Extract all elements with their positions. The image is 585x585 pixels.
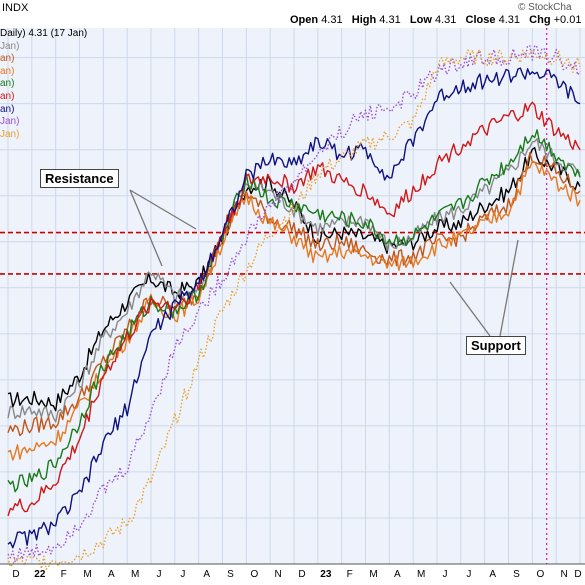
grid <box>0 28 585 565</box>
support-pointer-2 <box>499 239 519 337</box>
x-tick-label: O <box>536 569 545 580</box>
x-tick-label: O <box>250 569 259 580</box>
x-tick-label: J <box>156 569 162 580</box>
x-tick-label: D <box>574 569 582 580</box>
resistance-label: Resistance <box>40 169 119 188</box>
x-tick-label: F <box>60 569 67 580</box>
legend: Daily) 4.31 (17 Jan) Jan) an) an) an) an) an) J… <box>0 28 87 141</box>
x-tick-label: D <box>12 569 20 580</box>
series-line-9 <box>7 48 581 570</box>
resistance-pointer-1 <box>129 189 163 267</box>
legend-entry: Jan) <box>0 116 20 128</box>
plot-area <box>0 28 585 564</box>
x-tick-label: M <box>416 569 426 580</box>
x-tick-label: M <box>369 569 378 580</box>
legend-entry: an) <box>0 78 15 90</box>
series-line-7 <box>7 67 581 549</box>
x-tick-label: A <box>393 569 401 580</box>
x-tick-label: S <box>513 569 520 580</box>
legend-entry: an) <box>0 90 15 102</box>
x-tick-label: N <box>274 569 282 580</box>
series-line-2 <box>7 137 581 423</box>
legend-entry: an) <box>0 103 15 115</box>
x-tick-label: A <box>489 569 496 580</box>
x-tick-label: J <box>466 569 472 580</box>
x-tick-label: 23 <box>320 569 332 580</box>
legend-entry: an) <box>0 53 15 65</box>
series-line-4 <box>7 160 581 461</box>
series-line-6 <box>7 101 581 517</box>
series-line-3 <box>7 151 581 437</box>
x-tick-label: M <box>130 569 140 580</box>
series-line-5 <box>7 129 581 493</box>
support-label: Support <box>466 336 526 355</box>
legend-entry: Daily) 4.31 (17 Jan) <box>0 28 88 39</box>
reference-lines <box>0 28 585 564</box>
x-tick-label: J <box>442 569 448 580</box>
support-pointer-1 <box>449 281 491 337</box>
series-group <box>7 44 581 570</box>
annotation-pointers <box>129 189 519 337</box>
legend-entry: Jan) <box>0 128 20 140</box>
x-tick-label: J <box>180 569 186 580</box>
ohlc-readout: Open 4.31 High 4.31 Low 4.31 Close 4.31 … <box>290 14 585 26</box>
x-tick-label: M <box>83 569 92 580</box>
legend-entry: an) <box>0 65 15 77</box>
x-tick-label: F <box>346 569 353 580</box>
x-tick-label: A <box>107 569 115 580</box>
x-tick-label: 22 <box>34 569 46 580</box>
watermark: © StockCha <box>518 2 572 13</box>
resistance-pointer-2 <box>129 189 197 230</box>
x-tick-label: N <box>560 569 568 580</box>
x-tick-label: S <box>227 569 234 580</box>
legend-entry: Jan) <box>0 40 20 52</box>
x-tick-label: D <box>298 569 306 580</box>
symbol-suffix: INDX <box>2 2 29 14</box>
x-tick-label: A <box>203 569 210 580</box>
